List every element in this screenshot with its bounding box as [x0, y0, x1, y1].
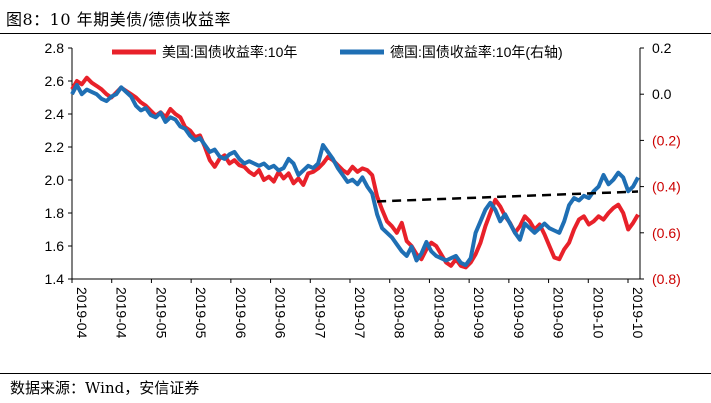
- source-rule: [0, 373, 711, 374]
- x-tick-label: 2019-06: [233, 287, 249, 339]
- title-rule: [0, 33, 711, 34]
- left-tick-label: 2.6: [45, 73, 65, 89]
- right-tick-label: 0.0: [652, 86, 672, 102]
- left-tick-label: 1.8: [45, 205, 65, 221]
- x-tick-label: 2019-10: [630, 287, 646, 339]
- x-tick-label: 2019-09: [551, 287, 567, 339]
- de-10y-yield-line: [70, 83, 640, 268]
- x-tick-label: 2019-05: [153, 287, 169, 339]
- x-tick-label: 2019-04: [74, 287, 90, 339]
- trend-dashed-line: [377, 190, 639, 203]
- source-note: 数据来源：Wind，安信证券: [10, 379, 200, 397]
- us-10y-yield-line: [70, 75, 640, 270]
- x-tick-label: 2019-08: [431, 287, 447, 339]
- right-tick-label: (0.2): [652, 132, 681, 148]
- x-tick-label: 2019-10: [590, 287, 606, 339]
- x-tick-label: 2019-08: [392, 287, 408, 339]
- left-tick-label: 2.8: [45, 40, 65, 56]
- right-tick-label: (0.6): [652, 225, 681, 241]
- line-chart: 1.4 1.6 1.8 2.0 2.2 2.4 2.6 2.8 0.2 0.0 (0.2) (0.4)…: [45, 40, 681, 339]
- left-tick-label: 1.6: [45, 238, 65, 254]
- x-tick-label: 2019-07: [352, 287, 368, 339]
- right-tick-label: (0.8): [652, 271, 681, 287]
- left-tick-label: 2.2: [45, 139, 65, 155]
- x-tick-label: 2019-05: [193, 287, 209, 339]
- chart-title: 图8：10 年期美债/德债收益率: [6, 10, 232, 29]
- left-tick-label: 1.4: [45, 271, 65, 287]
- x-tick-label: 2019-09: [511, 287, 527, 339]
- right-tick-label: (0.4): [652, 179, 681, 195]
- x-tick-label: 2019-04: [114, 287, 130, 339]
- x-tick-label: 2019-07: [312, 287, 328, 339]
- left-tick-label: 2.4: [45, 106, 65, 122]
- legend-label-us: 美国:国债收益率:10年: [162, 44, 297, 60]
- left-tick-label: 2.0: [45, 172, 65, 188]
- x-tick-label: 2019-09: [471, 287, 487, 339]
- legend-label-de: 德国:国债收益率:10年(右轴): [390, 44, 563, 60]
- x-tick-label: 2019-06: [273, 287, 289, 339]
- right-tick-label: 0.2: [652, 40, 672, 56]
